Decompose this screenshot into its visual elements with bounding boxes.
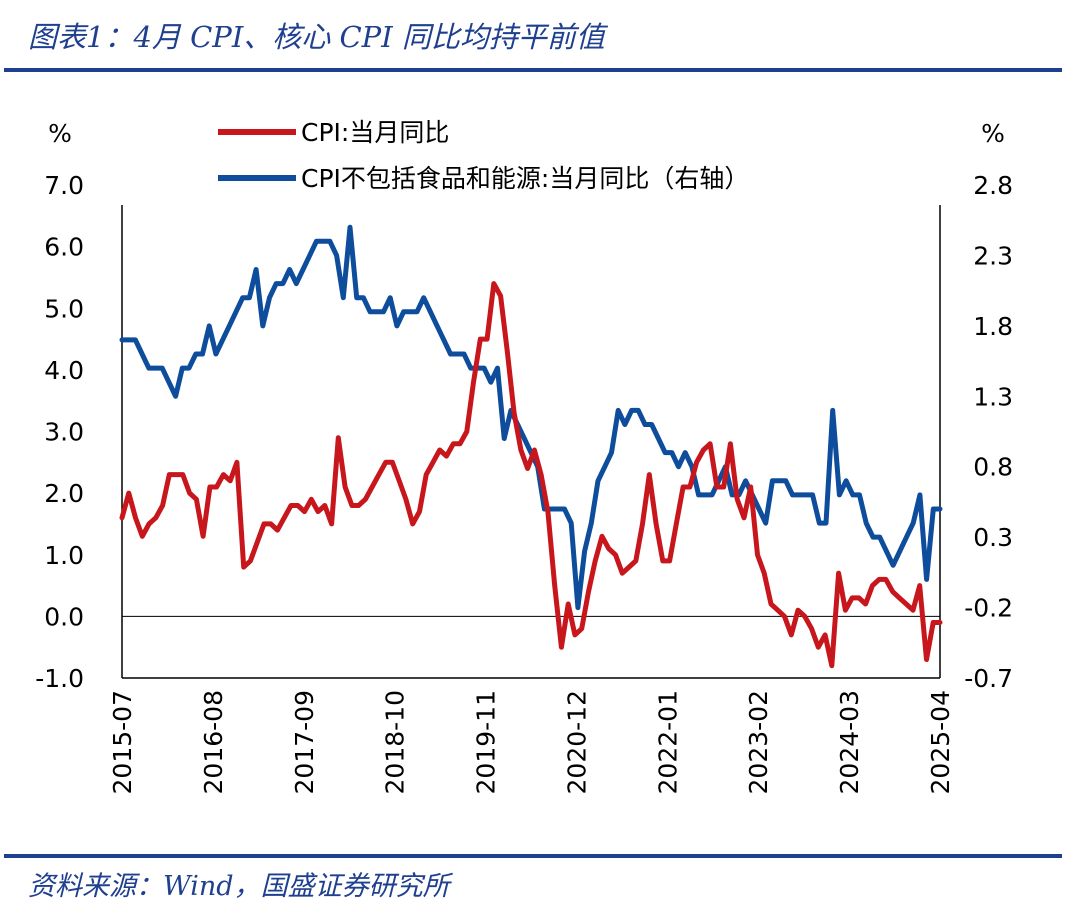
right-tick-label: 0.3 [973, 523, 1013, 552]
source-rule [4, 854, 1062, 858]
figure-title: 图表1：4月 CPI、核心 CPI 同比均持平前值 [28, 20, 605, 54]
legend: CPI:当月同比 CPI不包括食品和能源:当月同比（右轴） [218, 118, 749, 193]
x-tick-label: 2022-01 [653, 690, 682, 794]
x-tick-label: 2017-09 [290, 690, 319, 794]
right-tick-label: 0.8 [973, 453, 1013, 482]
x-tick-label: 2023-02 [744, 690, 773, 794]
right-tick-label: 1.8 [973, 312, 1013, 341]
left-tick-label: 4.0 [44, 356, 84, 385]
left-tick-label: 7.0 [44, 171, 84, 200]
x-tick-labels: 2015-07 2016-08 2017-09 2018-10 2019-11 2020-… [108, 690, 955, 794]
series-line-cpi [119, 281, 943, 669]
title-rule [4, 68, 1062, 72]
x-tick-label: 2020-12 [562, 690, 591, 794]
source-note: 资料来源：Wind，国盛证券研究所 [28, 871, 450, 902]
left-tick-labels: 7.0 6.0 5.0 4.0 3.0 2.0 1.0 0.0 -1.0 [35, 171, 84, 693]
left-tick-label: 3.0 [44, 418, 84, 447]
right-tick-label: -0.7 [964, 664, 1013, 693]
x-tick-label: 2025-04 [926, 690, 955, 794]
x-tick-label: 2016-08 [199, 690, 228, 794]
x-tick-label: 2015-07 [108, 690, 137, 794]
right-tick-label: -0.2 [964, 594, 1013, 623]
right-axis-unit: % [981, 119, 1005, 148]
legend-label-core: CPI不包括食品和能源:当月同比（右轴） [301, 164, 749, 193]
x-tick-label: 2019-11 [472, 690, 501, 794]
left-axis-unit: % [48, 119, 72, 148]
left-tick-label: 0.0 [44, 602, 84, 631]
right-tick-label: 2.3 [973, 241, 1013, 270]
legend-label-cpi: CPI:当月同比 [301, 118, 449, 147]
left-tick-label: 2.0 [44, 479, 84, 508]
left-tick-label: 6.0 [44, 233, 84, 262]
chart-axes [121, 205, 941, 679]
x-tick-label: 2018-10 [381, 690, 410, 794]
left-tick-label: -1.0 [35, 664, 84, 693]
left-tick-label: 5.0 [44, 294, 84, 323]
right-tick-label: 1.3 [973, 382, 1013, 411]
right-tick-labels: 2.8 2.3 1.8 1.3 0.8 0.3 -0.2 -0.7 [964, 171, 1013, 693]
x-tick-label: 2024-03 [835, 690, 864, 794]
series-layer [119, 224, 943, 669]
left-tick-label: 1.0 [44, 541, 84, 570]
right-tick-label: 2.8 [973, 171, 1013, 200]
